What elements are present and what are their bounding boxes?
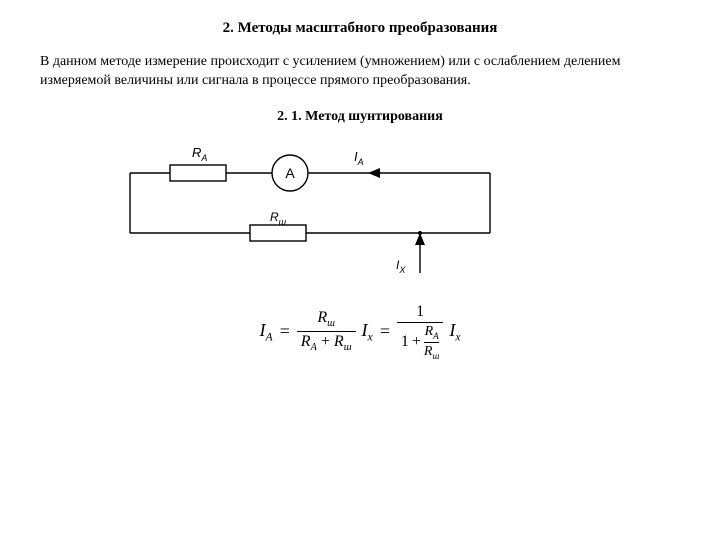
formula: IA = Rш RA + Rш Ix = 1 1 + RA Rш (40, 303, 680, 361)
ia-label: IA (354, 149, 364, 167)
formula-frac1: Rш RA + Rш (297, 309, 356, 354)
ix-label: IX (396, 258, 406, 275)
section-title: 2. Методы масштабного преобразования (40, 20, 680, 37)
resistor-ra (170, 165, 226, 181)
subsection-title: 2. 1. Метод шунтирования (40, 109, 680, 125)
formula-frac2: 1 1 + RA Rш (397, 303, 443, 361)
formula-rhs: Ix (449, 320, 460, 344)
circuit-diagram: A RA IA Rш IX (100, 133, 520, 293)
formula-mid: Ix (362, 320, 373, 344)
resistor-rsh (250, 225, 306, 241)
description-paragraph: В данном методе измерение происходит с у… (40, 53, 680, 91)
ammeter-label: A (285, 165, 295, 181)
ra-label: RA (192, 145, 207, 163)
formula-lhs: IA (259, 320, 272, 344)
arrow-ia (368, 168, 380, 178)
